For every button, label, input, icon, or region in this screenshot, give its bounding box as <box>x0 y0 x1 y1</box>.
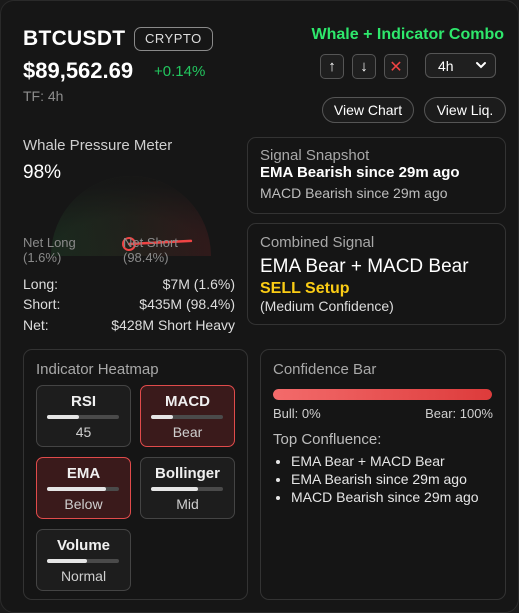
tile-level-bar <box>47 415 119 419</box>
net-label: Net: <box>23 317 49 333</box>
move-down-button[interactable]: ↓ <box>352 54 376 79</box>
indicator-heatmap-panel: Indicator Heatmap RSI 45 MACD Bear EMA Below B… <box>23 349 248 600</box>
heatmap-title: Indicator Heatmap <box>36 361 159 378</box>
list-item: MACD Bearish since 29m ago <box>291 489 491 506</box>
tile-name: Volume <box>56 537 111 554</box>
heatmap-tile-ema[interactable]: EMA Below <box>36 457 131 519</box>
tile-value: 45 <box>75 424 92 440</box>
net-long-percent: (1.6%) <box>23 250 62 265</box>
net-short-text: Net Short <box>123 235 178 250</box>
short-label: Short: <box>23 296 61 312</box>
close-icon: ✕ <box>389 58 403 76</box>
tile-value: Mid <box>176 496 199 512</box>
symbol-title: BTCUSDT <box>23 27 126 50</box>
tile-name: MACD <box>165 393 210 410</box>
tile-level-fill <box>151 415 173 419</box>
confidence-bar-track <box>273 389 492 400</box>
heatmap-tile-rsi[interactable]: RSI 45 <box>36 385 131 447</box>
net-long-text: Net Long <box>23 235 76 250</box>
snapshot-main-signal: EMA Bearish since 29m ago <box>260 164 460 181</box>
gauge-pivot <box>122 237 136 251</box>
combined-signal-main: EMA Bear + MACD Bear <box>260 256 469 277</box>
tile-value: Bear <box>172 424 203 440</box>
tile-name: Bollinger <box>154 465 220 482</box>
tile-level-bar <box>151 415 223 419</box>
heatmap-tile-volume[interactable]: Volume Normal <box>36 529 131 591</box>
sell-setup-label: SELL Setup <box>260 280 350 297</box>
remove-button[interactable]: ✕ <box>384 54 408 79</box>
timeframe-value: 4h <box>438 57 454 74</box>
tile-name: RSI <box>70 393 96 410</box>
view-chart-button[interactable]: View Chart <box>322 97 414 123</box>
top-confluence-list: EMA Bear + MACD Bear EMA Bearish since 2… <box>291 453 491 507</box>
net-value: $428M Short Heavy <box>111 317 235 333</box>
arrow-down-icon: ↓ <box>360 58 368 75</box>
bear-percent: Bear: 100% <box>425 406 493 421</box>
net-stat-row: Net: $428M Short Heavy <box>23 317 235 333</box>
current-price: $89,562.69 <box>23 58 134 83</box>
tile-level-bar <box>47 559 119 563</box>
chevron-down-icon <box>475 57 487 76</box>
tile-level-fill <box>47 487 107 491</box>
move-up-button[interactable]: ↑ <box>320 54 344 79</box>
whale-pressure-gauge <box>51 176 211 256</box>
timeframe-label: TF: 4h <box>23 88 64 104</box>
heatmap-tile-bollinger[interactable]: Bollinger Mid <box>140 457 235 519</box>
confidence-bar-title: Confidence Bar <box>273 361 377 378</box>
signal-snapshot-panel: Signal Snapshot EMA Bearish since 29m ag… <box>247 137 506 214</box>
short-stat-row: Short: $435M (98.4%) <box>23 296 235 312</box>
gauge-needle <box>127 239 193 246</box>
long-value: $7M (1.6%) <box>162 276 235 292</box>
tile-level-bar <box>151 487 223 491</box>
net-short-label: Net Short (98.4%) <box>123 235 178 265</box>
tile-value: Below <box>64 496 103 512</box>
bull-percent: Bull: 0% <box>273 406 321 421</box>
net-short-percent: (98.4%) <box>123 250 169 265</box>
confidence-level: (Medium Confidence) <box>260 298 394 314</box>
tile-level-fill <box>47 559 87 563</box>
tile-level-fill <box>151 487 198 491</box>
top-confluence-title: Top Confluence: <box>273 431 382 448</box>
price-change: +0.14% <box>154 63 206 80</box>
tile-name: EMA <box>66 465 101 482</box>
combined-signal-title: Combined Signal <box>260 234 375 251</box>
tile-level-bar <box>47 487 119 491</box>
tile-value: Normal <box>60 568 107 584</box>
heatmap-tile-macd[interactable]: MACD Bear <box>140 385 235 447</box>
view-liq-button[interactable]: View Liq. <box>424 97 506 123</box>
snapshot-sub-signal: MACD Bearish since 29m ago <box>260 185 448 201</box>
list-item: EMA Bear + MACD Bear <box>291 453 491 470</box>
whale-meter-title: Whale Pressure Meter <box>23 137 173 154</box>
asset-class-badge: CRYPTO <box>134 27 213 51</box>
whale-pressure-percent: 98% <box>23 162 62 183</box>
arrow-up-icon: ↑ <box>328 58 336 75</box>
short-value: $435M (98.4%) <box>139 296 235 312</box>
combo-title: Whale + Indicator Combo <box>311 26 504 43</box>
tile-level-fill <box>47 415 80 419</box>
list-item: EMA Bearish since 29m ago <box>291 471 491 488</box>
long-stat-row: Long: $7M (1.6%) <box>23 276 235 292</box>
signal-snapshot-title: Signal Snapshot <box>260 147 370 164</box>
combined-signal-panel: Combined Signal EMA Bear + MACD Bear SEL… <box>247 223 506 325</box>
net-long-label: Net Long (1.6%) <box>23 235 76 265</box>
confidence-bar-panel: Confidence Bar Bull: 0% Bear: 100% Top C… <box>260 349 506 600</box>
confidence-bar-fill <box>273 389 492 400</box>
long-label: Long: <box>23 276 59 292</box>
timeframe-select[interactable]: 4h <box>425 53 496 78</box>
